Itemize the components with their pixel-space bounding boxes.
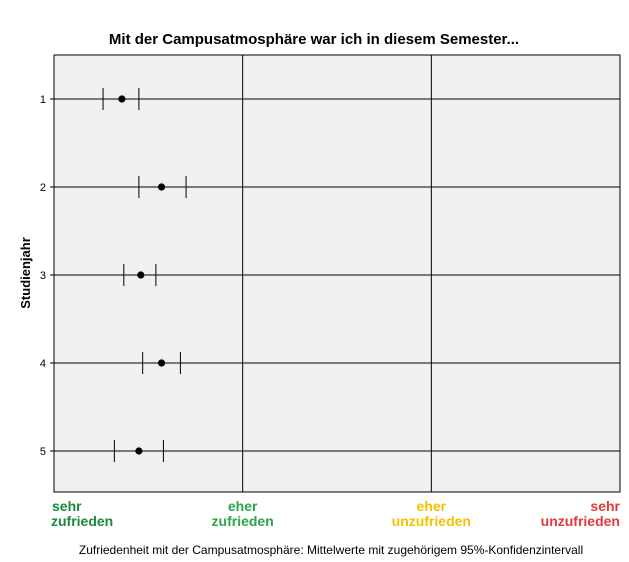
- grid: [54, 55, 620, 492]
- plot-area: [53, 54, 621, 493]
- x-axis-categories: sehrzufriedeneherzufriedeneherunzufriede…: [51, 498, 621, 529]
- x-category-label-line2: unzufrieden: [541, 513, 620, 529]
- x-category-label-line1: eher: [228, 498, 258, 514]
- chart-title: Mit der Campusatmosphäre war ich in dies…: [109, 31, 519, 48]
- mean-point: [118, 95, 126, 103]
- x-category-label-line1: sehr: [52, 498, 82, 514]
- y-tick-label: 1: [40, 94, 46, 106]
- data-marks: [102, 88, 187, 462]
- mean-point: [157, 183, 166, 191]
- mean-point: [135, 447, 143, 455]
- x-category-label-line2: unzufrieden: [392, 513, 471, 529]
- mean-point: [137, 271, 145, 279]
- y-tick-label: 5: [40, 446, 46, 458]
- mean-point: [157, 359, 166, 367]
- x-category-label-line2: zufrieden: [51, 513, 113, 529]
- y-tick-label: 3: [40, 270, 46, 282]
- x-category-label-line2: zufrieden: [212, 513, 274, 529]
- x-category-label-line1: sehr: [590, 498, 620, 514]
- chart-caption: Zufriedenheit mit der Campusatmosphäre: …: [79, 543, 583, 557]
- y-axis-label: Studienjahr: [18, 237, 33, 309]
- y-tick-label: 4: [40, 358, 46, 370]
- y-tick-label: 2: [40, 182, 46, 194]
- x-category-label-line1: eher: [417, 498, 447, 514]
- y-axis-ticks: 1 2 3 4 5: [40, 94, 54, 458]
